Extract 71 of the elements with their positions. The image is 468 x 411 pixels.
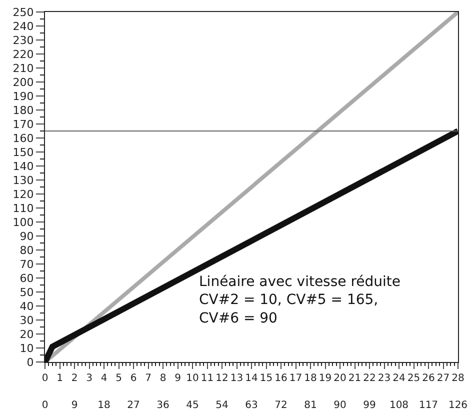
y-tick-label: 210 bbox=[12, 62, 34, 75]
x2-tick-label: 108 bbox=[389, 400, 409, 411]
x2-tick-label: 99 bbox=[363, 400, 376, 411]
x2-tick-label: 0 bbox=[42, 400, 48, 411]
x-tick-label: 2 bbox=[71, 373, 78, 384]
annotation: Linéaire avec vitesse réduite CV#2 = 10, CV#5 = 165, CV#6 = 90 bbox=[199, 274, 401, 326]
y-tick-label: 190 bbox=[12, 90, 34, 103]
x-tick-label: 18 bbox=[304, 373, 317, 384]
y-tick-label: 0 bbox=[26, 356, 34, 369]
x-tick-label: 27 bbox=[436, 373, 450, 384]
x2-tick-label: 9 bbox=[71, 400, 78, 411]
x2-tick-label: 45 bbox=[186, 400, 199, 411]
y-tick-label: 250 bbox=[12, 6, 34, 19]
x-tick-label: 0 bbox=[42, 373, 48, 384]
x-tick-label: 17 bbox=[289, 373, 302, 384]
x-tick-label: 10 bbox=[186, 373, 199, 384]
x-tick-label: 1 bbox=[56, 373, 63, 384]
y-tick-label: 90 bbox=[20, 230, 34, 243]
y-tick-label: 240 bbox=[12, 20, 34, 33]
x-tick-label: 7 bbox=[145, 373, 152, 384]
x-tick-label: 15 bbox=[260, 373, 273, 384]
y-tick-label: 110 bbox=[12, 202, 34, 215]
y-tick-label: 150 bbox=[12, 146, 34, 159]
x-tick-label: 5 bbox=[116, 373, 122, 384]
y-tick-label: 140 bbox=[12, 160, 34, 173]
x2-tick-label: 117 bbox=[418, 400, 438, 411]
x-tick-label: 26 bbox=[422, 373, 435, 384]
y-tick-label: 20 bbox=[20, 328, 34, 341]
x-tick-label: 23 bbox=[378, 373, 391, 384]
x-tick-label: 6 bbox=[130, 373, 137, 384]
x-tick-label: 20 bbox=[334, 373, 346, 384]
y-tick-label: 70 bbox=[20, 258, 34, 271]
y-tick-label: 120 bbox=[12, 188, 34, 201]
x-tick-label: 25 bbox=[407, 373, 420, 384]
y-tick-label: 230 bbox=[12, 34, 34, 47]
y-tick-label: 220 bbox=[12, 48, 34, 61]
x-tick-label: 22 bbox=[363, 373, 376, 384]
y-tick-label: 130 bbox=[12, 174, 34, 187]
y-tick-label: 40 bbox=[20, 300, 34, 313]
y-tick-label: 160 bbox=[12, 132, 34, 145]
x-tick-label: 4 bbox=[100, 373, 108, 384]
y-tick-label: 170 bbox=[12, 118, 34, 131]
x2-tick-label: 18 bbox=[98, 400, 110, 411]
x2-tick-label: 126 bbox=[448, 400, 468, 411]
x2-tick-label: 72 bbox=[274, 400, 288, 411]
x-tick-label: 3 bbox=[86, 373, 92, 384]
x2-tick-label: 63 bbox=[245, 400, 258, 411]
y-tick-label: 80 bbox=[20, 244, 34, 257]
x2-tick-label: 36 bbox=[156, 400, 170, 411]
x-tick-label: 21 bbox=[348, 373, 362, 384]
x-tick-label: 13 bbox=[230, 373, 244, 384]
y-tick-label: 180 bbox=[12, 104, 34, 117]
x-tick-label: 28 bbox=[452, 373, 464, 384]
x-tick-label: 11 bbox=[200, 373, 214, 384]
x-tick-label: 19 bbox=[318, 373, 332, 384]
x2-tick-label: 90 bbox=[334, 400, 346, 411]
x-tick-label: 16 bbox=[274, 373, 288, 384]
x2-tick-label: 27 bbox=[127, 400, 140, 411]
y-tick-label: 50 bbox=[20, 286, 34, 299]
y-tick-label: 10 bbox=[20, 342, 34, 355]
y-tick-label: 60 bbox=[20, 272, 34, 285]
y-tick-label: 200 bbox=[12, 76, 34, 89]
x-tick-label: 8 bbox=[160, 373, 166, 384]
x-tick-label: 14 bbox=[245, 373, 258, 384]
x2-tick-label: 81 bbox=[304, 400, 317, 411]
x-tick-label: 9 bbox=[174, 373, 181, 384]
y-tick-label: 30 bbox=[20, 314, 34, 327]
x-tick-label: 12 bbox=[216, 373, 228, 384]
y-tick-label: 100 bbox=[12, 216, 34, 229]
x2-tick-label: 54 bbox=[216, 400, 228, 411]
x-tick-label: 24 bbox=[392, 373, 406, 384]
